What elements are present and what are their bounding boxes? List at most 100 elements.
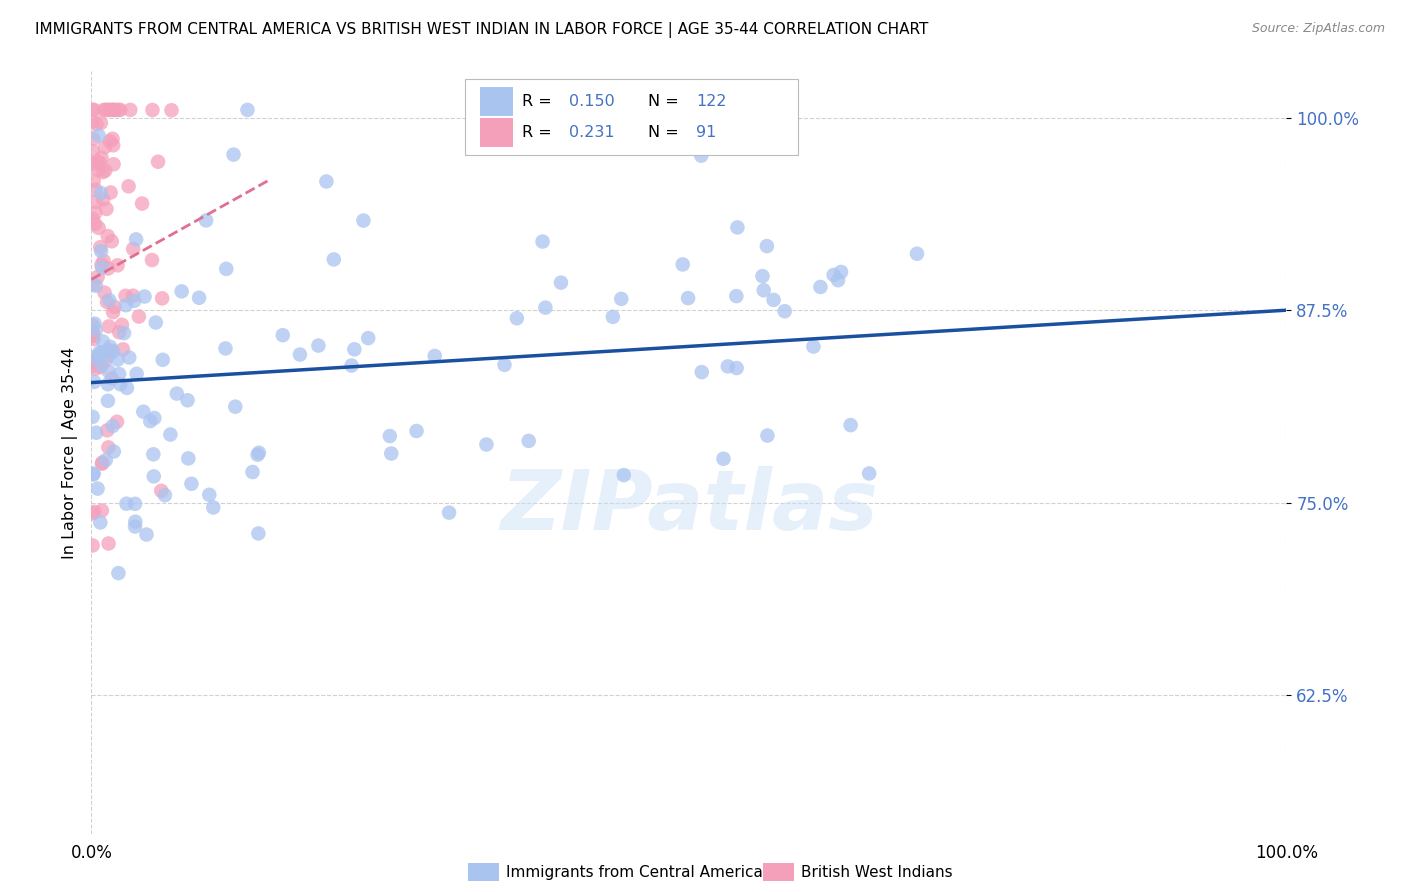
Point — [534, 301, 557, 315]
Point — [124, 497, 146, 511]
Point — [271, 328, 294, 343]
Point — [672, 257, 695, 271]
Point — [550, 276, 572, 290]
Point — [108, 326, 131, 340]
Point — [830, 265, 852, 279]
Point — [222, 147, 245, 161]
Point — [87, 128, 110, 143]
Point — [905, 246, 928, 260]
Point — [82, 103, 104, 117]
Point — [90, 244, 112, 258]
Point — [82, 157, 104, 171]
Point — [104, 300, 127, 314]
Point — [97, 103, 120, 117]
Point — [124, 293, 146, 308]
Point — [82, 329, 104, 343]
Point — [103, 157, 125, 171]
Point — [134, 289, 156, 303]
Point — [86, 270, 108, 285]
Text: 0.150: 0.150 — [569, 94, 616, 109]
Point — [762, 293, 785, 307]
Point — [437, 506, 460, 520]
Point — [725, 220, 748, 235]
Point — [82, 354, 104, 368]
Point — [150, 291, 173, 305]
Point — [82, 539, 104, 553]
Point — [84, 362, 107, 376]
Point — [89, 516, 111, 530]
Point — [98, 343, 121, 358]
Point — [146, 154, 169, 169]
Point — [690, 149, 713, 163]
Point — [118, 351, 141, 365]
Text: British West Indians: British West Indians — [801, 865, 953, 880]
Point — [84, 323, 107, 337]
Point — [247, 526, 270, 541]
Point — [202, 500, 225, 515]
Point — [423, 349, 446, 363]
Point — [101, 305, 124, 319]
Point — [100, 186, 122, 200]
Text: 0.231: 0.231 — [569, 126, 614, 140]
Point — [242, 465, 264, 479]
Point — [108, 367, 131, 381]
Point — [91, 456, 114, 470]
Point — [83, 174, 105, 188]
Point — [602, 310, 624, 324]
FancyBboxPatch shape — [465, 79, 797, 155]
Point — [755, 239, 778, 253]
Point — [773, 304, 796, 318]
Point — [93, 253, 115, 268]
Point — [107, 258, 129, 272]
Point — [82, 409, 104, 424]
Point — [86, 154, 108, 169]
Point — [93, 103, 115, 117]
Point — [343, 343, 366, 357]
Point — [166, 386, 188, 401]
Point — [143, 411, 166, 425]
Point — [145, 316, 167, 330]
Point — [98, 340, 121, 354]
Point — [82, 507, 104, 521]
Point — [107, 103, 129, 117]
Point — [405, 424, 427, 438]
Point — [83, 375, 105, 389]
Point — [142, 469, 165, 483]
Point — [188, 291, 211, 305]
Point — [858, 467, 880, 481]
Point — [90, 151, 112, 165]
Point — [132, 405, 155, 419]
Point — [100, 235, 122, 249]
Text: N =: N = — [648, 126, 685, 140]
Point — [97, 441, 120, 455]
Point — [713, 451, 735, 466]
Point — [94, 163, 117, 178]
Point — [89, 240, 111, 254]
Point — [150, 483, 173, 498]
Point — [94, 453, 117, 467]
Point — [84, 278, 107, 293]
Point — [357, 331, 380, 345]
Point — [725, 289, 748, 303]
Point — [101, 371, 124, 385]
Point — [198, 488, 221, 502]
Point — [690, 365, 713, 379]
Point — [506, 311, 529, 326]
Point — [717, 359, 740, 374]
Point — [82, 318, 104, 333]
Point — [83, 317, 105, 331]
Point — [115, 298, 138, 312]
Point — [82, 132, 104, 146]
Point — [90, 503, 112, 517]
Point — [83, 277, 105, 292]
Point — [97, 261, 120, 276]
Point — [91, 165, 114, 179]
Point — [135, 527, 157, 541]
Point — [153, 488, 176, 502]
Point — [83, 467, 105, 481]
Point — [215, 261, 238, 276]
Point — [322, 252, 344, 267]
Point — [82, 211, 104, 226]
Point — [142, 447, 165, 461]
Point — [380, 446, 402, 460]
